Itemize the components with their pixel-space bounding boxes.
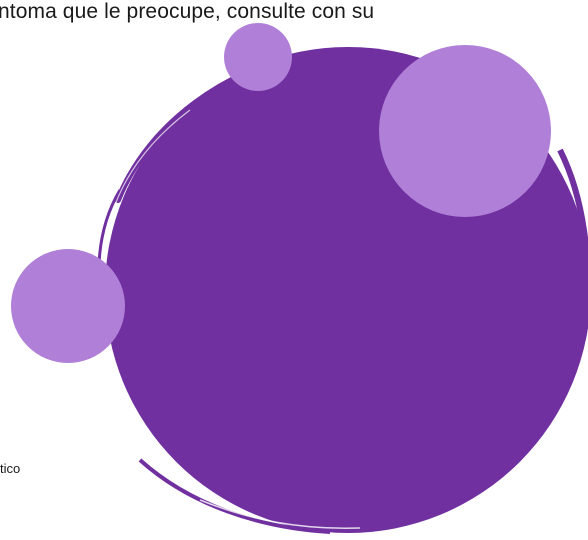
left-circle xyxy=(11,249,125,363)
decoration xyxy=(0,0,588,540)
footnote-text: tico xyxy=(0,461,20,476)
page: {"texts": {"top_line": "ntoma que le pre… xyxy=(0,0,588,540)
right-circle xyxy=(379,45,551,217)
body-text: ntoma que le preocupe, consulte con su xyxy=(0,0,374,24)
small-circle xyxy=(224,23,292,91)
